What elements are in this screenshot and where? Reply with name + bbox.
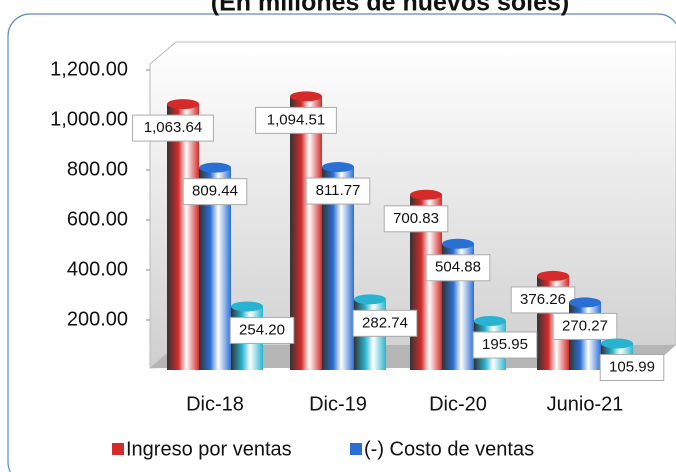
y-tick-label: 400.00 <box>67 258 128 280</box>
chart-title: (En millones de nuevos soles) <box>211 0 569 17</box>
bar-cap <box>199 162 231 173</box>
data-label-box <box>305 177 371 205</box>
data-label: 270.27 <box>562 317 608 334</box>
data-label-box <box>182 178 248 206</box>
data-label: 195.95 <box>482 336 528 353</box>
data-label-box <box>255 106 337 134</box>
data-label-box <box>352 309 418 337</box>
bar <box>167 104 199 370</box>
data-label-box <box>132 114 214 142</box>
legend-label: (-) Costo de ventas <box>364 438 534 460</box>
bar-cap <box>354 294 386 305</box>
data-label: 105.99 <box>609 358 655 375</box>
bar-cap <box>569 297 601 308</box>
y-tick-label: 200.00 <box>67 308 128 330</box>
bar-cap <box>442 238 474 249</box>
data-label: 376.26 <box>520 291 566 308</box>
x-tick-label: Junio-21 <box>547 393 624 415</box>
data-label: 700.83 <box>393 210 439 227</box>
x-tick-label: Dic-20 <box>429 393 487 415</box>
legend-swatch <box>350 443 362 455</box>
bar-cap <box>410 189 442 200</box>
bar-cap <box>474 316 506 327</box>
legend-label: Ingreso por ventas <box>126 438 292 460</box>
y-tick-label: 600.00 <box>67 208 128 230</box>
y-tick-label: 1,000.00 <box>50 108 128 130</box>
data-label: 1,063.64 <box>144 119 202 136</box>
y-tick-label: 800.00 <box>67 158 128 180</box>
x-tick-label: Dic-18 <box>186 393 244 415</box>
bar-cap <box>537 270 569 281</box>
data-label: 811.77 <box>316 182 361 199</box>
data-label-box <box>383 205 449 233</box>
data-label-box <box>472 331 538 359</box>
data-label-box <box>552 312 618 340</box>
legend-swatch <box>112 443 124 455</box>
x-tick-label: Dic-19 <box>309 393 367 415</box>
data-label-box <box>229 316 295 344</box>
bar <box>290 96 322 370</box>
bar-cap <box>601 338 633 349</box>
data-label: 809.44 <box>192 183 238 200</box>
data-label: 504.88 <box>435 259 481 276</box>
data-label: 254.20 <box>239 321 285 338</box>
data-label: 1,094.51 <box>267 111 325 128</box>
bar-cap <box>231 301 263 312</box>
data-label: 282.74 <box>362 314 408 331</box>
data-label-box <box>425 254 491 282</box>
bar-cap <box>322 162 354 173</box>
y-tick-label: 1,200.00 <box>50 58 128 80</box>
bar-cap <box>167 99 199 110</box>
bar-cap <box>290 91 322 102</box>
data-label-box <box>599 354 665 382</box>
